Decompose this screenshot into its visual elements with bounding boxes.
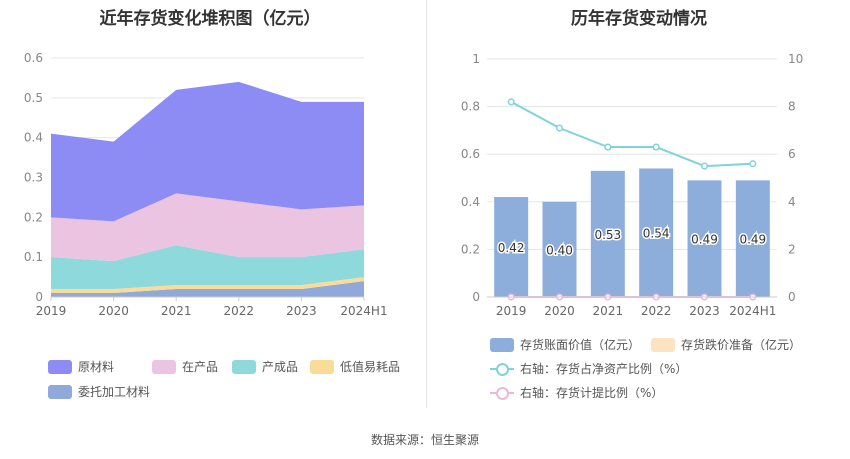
bar-data-label: 0.42 (498, 241, 525, 255)
stacked-area-chart: 0 0.1 0.2 0.3 0.4 0.5 0.6 2019 2020 2021 2022 2023 2… (24, 51, 388, 318)
bar-data-label: 0.40 (546, 243, 573, 257)
y-tick-label: 0.3 (24, 171, 43, 185)
legend-label: 低值易耗品 (340, 360, 401, 374)
legend-swatch (651, 337, 675, 352)
y-tick-label: 0 (35, 290, 43, 304)
bar-data-label: 0.53 (594, 228, 621, 242)
legend-item[interactable]: 存货账面价值（亿元） (490, 336, 640, 353)
x-tick-label: 2020 (544, 304, 575, 318)
y-left-tick-label: 0 (472, 290, 480, 304)
legend-swatch (310, 359, 334, 374)
x-tick-label: 2022 (641, 304, 672, 318)
x-tick-label: 2019 (36, 304, 67, 318)
x-tick-label: 2023 (286, 304, 317, 318)
bar (639, 168, 674, 297)
left-chart-title: 近年存货变化堆积图（亿元） (99, 9, 321, 29)
legend-swatch (152, 359, 176, 374)
y-left-tick-label: 0.8 (461, 100, 480, 114)
bar-data-label: 0.49 (691, 233, 718, 247)
line-point (507, 98, 515, 106)
x-tick-label: 2024H1 (340, 304, 387, 318)
x-tick-label: 2021 (161, 304, 192, 318)
y-right-tick-label: 10 (788, 52, 803, 66)
line-point (700, 162, 709, 170)
legend-label: 委托加工材料 (78, 385, 151, 399)
x-tick-label: 2021 (593, 304, 624, 318)
y-right-tick-label: 8 (788, 100, 796, 114)
data-source-note: 数据来源：恒生聚源 (370, 433, 479, 447)
y-left-tick-label: 0.6 (461, 147, 480, 161)
legend-swatch (48, 359, 72, 374)
legend-label: 产成品 (262, 360, 299, 374)
y-tick-label: 0.1 (24, 250, 43, 264)
bar (735, 180, 770, 297)
x-tick-label: 2020 (98, 304, 129, 318)
y-tick-label: 0.6 (24, 51, 43, 65)
bar-data-label: 0.54 (643, 227, 670, 241)
legend-item[interactable]: 存货跌价准备（亿元） (651, 336, 801, 353)
x-tick-label: 2019 (496, 304, 527, 318)
y-right-tick-label: 4 (788, 195, 796, 209)
legend-swatch (490, 386, 514, 400)
bar (590, 170, 625, 297)
legend-label: 右轴：存货占净资产比例（%） (520, 362, 688, 376)
bar (687, 180, 722, 297)
legend-swatch (232, 359, 256, 374)
area-series (51, 193, 364, 262)
legend-swatch (48, 384, 72, 399)
legend-label: 存货账面价值（亿元） (520, 338, 641, 352)
line-series (510, 100, 753, 168)
legend-label: 右轴：存货计提比例（%） (520, 386, 664, 400)
x-tick-label: 2022 (224, 304, 255, 318)
legend-label: 原材料 (78, 360, 115, 374)
bar (494, 197, 529, 297)
legend-item[interactable]: 右轴：存货占净资产比例（%） (490, 360, 687, 377)
y-left-tick-label: 0.4 (461, 195, 480, 209)
x-tick-label: 2023 (689, 304, 720, 318)
line-point (555, 124, 564, 132)
line-point (749, 160, 757, 168)
legend-item[interactable]: 原材料 (48, 358, 114, 375)
legend-swatch (490, 337, 514, 352)
y-right-tick-label: 0 (788, 290, 796, 304)
chart-divider (426, 0, 427, 408)
area-series (51, 245, 364, 290)
y-right-tick-label: 6 (788, 147, 796, 161)
legend-swatch (490, 362, 514, 376)
legend-item[interactable]: 委托加工材料 (48, 383, 150, 400)
x-tick-label: 2024H1 (729, 304, 776, 318)
y-right-tick-label: 2 (788, 242, 796, 256)
legend-item[interactable]: 低值易耗品 (310, 358, 400, 375)
legend-item[interactable]: 右轴：存货计提比例（%） (490, 384, 663, 401)
line-point (652, 143, 660, 151)
legend-label: 存货跌价准备（亿元） (681, 338, 802, 352)
bar-data-label: 0.49 (739, 233, 766, 247)
y-tick-label: 0.2 (24, 210, 43, 224)
area-series (51, 81, 364, 222)
y-left-tick-label: 0.2 (461, 242, 480, 256)
legend-item[interactable]: 在产品 (152, 358, 218, 375)
y-tick-label: 0.4 (24, 131, 43, 145)
y-tick-label: 0.5 (24, 91, 43, 105)
legend-item[interactable]: 产成品 (232, 358, 298, 375)
line-point (604, 143, 612, 151)
legend-label: 在产品 (182, 360, 219, 374)
right-chart-title: 历年存货变动情况 (571, 9, 707, 29)
y-left-tick-label: 1 (472, 52, 480, 66)
bar (542, 201, 577, 297)
